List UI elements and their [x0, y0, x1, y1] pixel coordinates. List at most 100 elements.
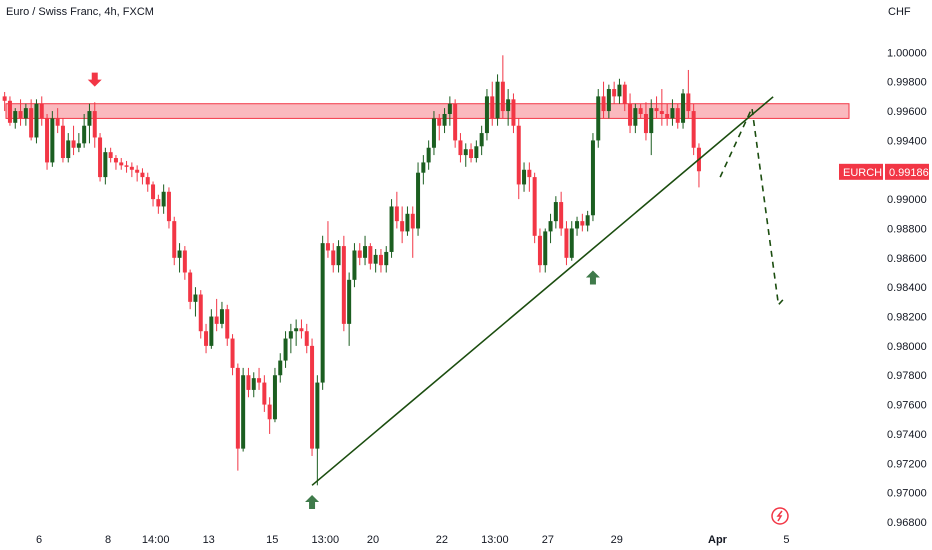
tradingview-logo-icon: [771, 507, 789, 525]
candle-body: [7, 100, 12, 123]
candle-body: [71, 140, 76, 148]
time-tick-label: 5: [783, 534, 789, 546]
candle-body: [384, 251, 389, 266]
candle-body: [129, 166, 134, 170]
price-tick-label: 0.97000: [887, 488, 927, 500]
candle-body: [352, 250, 357, 280]
price-tick-label: 0.96800: [887, 517, 927, 529]
price-tick-label: 0.97400: [887, 429, 927, 441]
candle-body: [241, 375, 246, 449]
candle-body: [246, 375, 251, 390]
candle-body: [437, 118, 442, 126]
price-tick-label: 0.98800: [887, 223, 927, 235]
candle-body: [357, 250, 362, 258]
candle-body: [643, 113, 648, 134]
candle-body: [447, 103, 452, 114]
candle-body: [373, 254, 378, 264]
candle-body: [198, 294, 203, 332]
time-tick-label: Apr: [708, 534, 728, 546]
candle-body: [670, 108, 675, 119]
candle-body: [421, 162, 426, 173]
candle-body: [686, 93, 691, 112]
price-tick-label: 0.98400: [887, 282, 927, 294]
arrow-down-icon: [87, 72, 102, 87]
candle-body: [490, 96, 495, 119]
candle-body: [267, 404, 272, 420]
candle-body: [606, 89, 611, 112]
price-tick-label: 0.98200: [887, 312, 927, 324]
candle-body: [60, 125, 65, 159]
candle-body: [113, 158, 118, 163]
candle-body: [92, 111, 97, 138]
candle-body: [484, 96, 489, 134]
markers-layer: [87, 72, 600, 510]
candle-body: [659, 111, 664, 114]
annotation-lines-layer: [311, 96, 785, 486]
chart-title: Euro / Swiss Franc, 4h, FXCM: [6, 6, 154, 18]
price-tick-label: 0.98000: [887, 341, 927, 353]
candle-body: [363, 246, 368, 258]
time-tick-label: 22: [436, 534, 448, 546]
candle-body: [368, 246, 373, 264]
candle-body: [82, 125, 87, 144]
candle-body: [394, 206, 399, 222]
candle-body: [214, 316, 219, 324]
candle-body: [537, 235, 542, 266]
price-tick-label: 0.99000: [887, 194, 927, 206]
candle-body: [235, 367, 240, 449]
candle-body: [98, 137, 103, 178]
candle-body: [590, 140, 595, 216]
candle-body: [304, 331, 309, 346]
candle-body: [299, 328, 304, 332]
candle-body: [156, 199, 161, 207]
candle-body: [135, 169, 140, 173]
time-tick-label: 8: [105, 534, 111, 546]
candle-body: [103, 152, 108, 178]
price-tag: EURCHF 0.99186: [839, 163, 929, 180]
candle-body: [622, 84, 627, 104]
time-tick-label: 13:00: [481, 534, 509, 546]
candle-body: [23, 108, 28, 119]
candle-body: [39, 103, 44, 119]
candle-body: [193, 294, 198, 302]
candle-body: [654, 108, 659, 112]
candle-body: [516, 125, 521, 185]
candle-body: [426, 147, 431, 163]
candle-body: [532, 177, 537, 236]
candle-body: [442, 113, 447, 126]
candle-body: [283, 338, 288, 361]
candle-body: [400, 221, 405, 232]
candle-body: [288, 331, 293, 339]
price-tick-label: 0.97800: [887, 370, 927, 382]
candle-body: [553, 202, 558, 222]
candle-body: [310, 345, 315, 449]
candle-body: [108, 152, 113, 159]
candle-body: [569, 228, 574, 258]
candle-body: [500, 81, 505, 112]
resistance-zone-layer: [5, 103, 850, 119]
candle-body: [230, 338, 235, 368]
candle-body: [13, 111, 18, 123]
candle-body: [458, 140, 463, 156]
time-tick-label: 14:00: [142, 534, 170, 546]
time-tick-label: 15: [266, 534, 278, 546]
candle-body: [543, 231, 548, 266]
candle-body: [638, 108, 643, 114]
candle-body: [182, 250, 187, 273]
candle-body: [140, 172, 145, 178]
candle-body: [119, 162, 124, 166]
candle-body: [278, 360, 283, 376]
candle-body: [522, 169, 527, 185]
candle-body: [612, 89, 617, 97]
candle-body: [617, 84, 622, 97]
candle-body: [580, 221, 585, 226]
candle-body: [272, 375, 277, 420]
candle-body: [204, 331, 209, 346]
price-axis: 1.000000.998000.996000.994000.992000.990…: [887, 47, 927, 529]
price-tag-symbol: EURCHF: [843, 167, 889, 179]
price-tag-value: 0.99186: [889, 167, 929, 179]
candle-body: [45, 118, 50, 163]
time-tick-label: 20: [367, 534, 379, 546]
candle-body: [188, 272, 193, 302]
